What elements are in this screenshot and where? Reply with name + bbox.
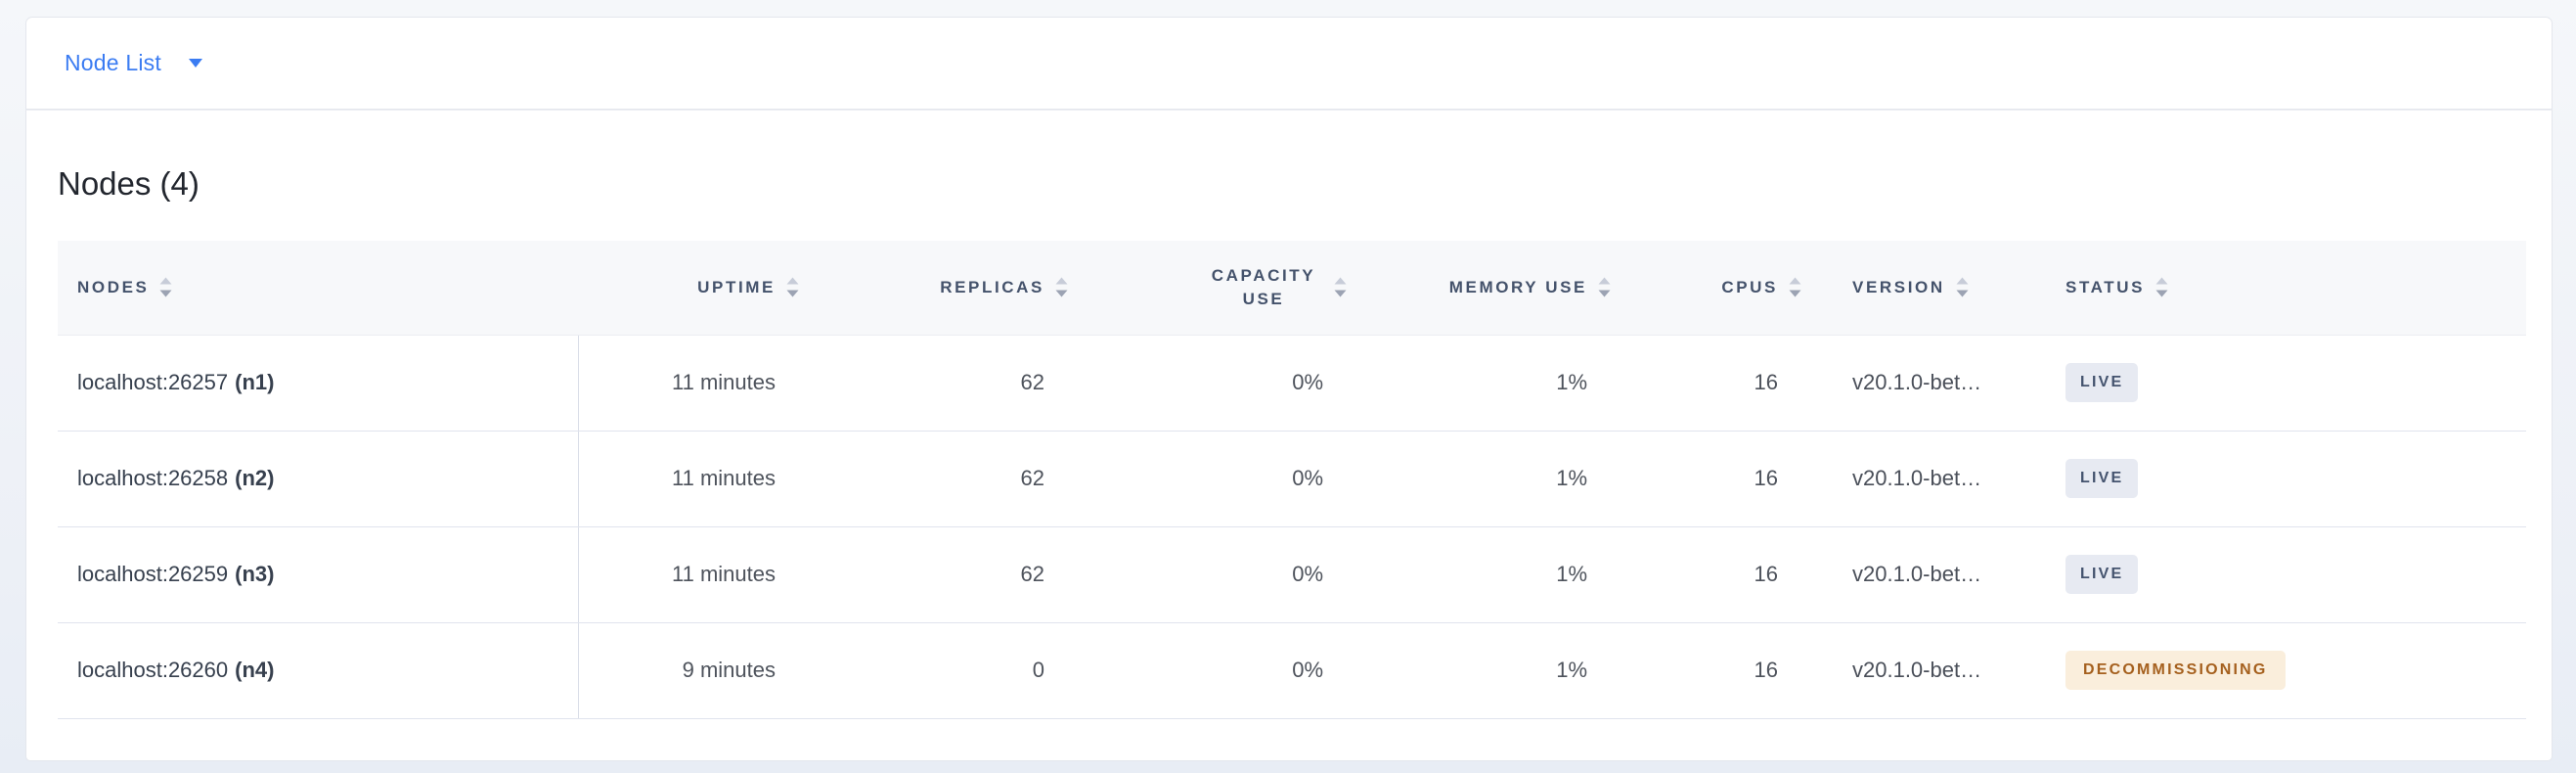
column-label: UPTIME <box>697 277 776 296</box>
uptime-cell: 11 minutes <box>578 431 811 527</box>
sort-icon <box>786 277 799 297</box>
node-id: (n1) <box>235 370 275 394</box>
page-title: Nodes (4) <box>58 165 200 202</box>
status-cell: LIVE <box>2038 526 2526 623</box>
capacity-use-cell: 0% <box>1080 431 1358 527</box>
uptime-cell: 9 minutes <box>578 622 811 719</box>
node-address: localhost:26259 <box>77 562 229 586</box>
capacity-use-cell: 0% <box>1080 622 1358 719</box>
table-row: localhost:26260 (n4) 9 minutes 0 0% 1% 16 v20.1… <box>58 622 2526 719</box>
replicas-cell: 62 <box>811 431 1080 527</box>
sort-icon <box>1598 277 1611 297</box>
memory-use-cell: 1% <box>1358 431 1622 527</box>
nodes-card: Nodes (4) NODES UPTIME REPLICAS CAPACITY US… <box>25 110 2553 761</box>
node-list-dropdown-label: Node List <box>65 50 161 75</box>
column-header-node[interactable]: NODES <box>58 241 578 336</box>
uptime-cell: 11 minutes <box>578 526 811 623</box>
status-cell: LIVE <box>2038 335 2526 432</box>
column-label: VERSION <box>1852 277 1945 296</box>
column-label: CAPACITY USE <box>1211 265 1316 308</box>
node-id: (n4) <box>235 658 275 682</box>
status-badge: LIVE <box>2065 363 2139 402</box>
version-cell: v20.1.0-bet… <box>1813 622 2038 719</box>
sort-icon <box>1334 277 1347 297</box>
node-link[interactable]: localhost:26258 (n2) <box>77 466 274 490</box>
status-cell: LIVE <box>2038 431 2526 527</box>
table-row: localhost:26259 (n3) 11 minutes 62 0% 1% 16 v20… <box>58 526 2526 623</box>
node-list-dropdown[interactable]: Node List <box>65 50 203 76</box>
nodes-table: NODES UPTIME REPLICAS CAPACITY USE MEMORY US… <box>58 241 2526 719</box>
replicas-cell: 0 <box>811 622 1080 719</box>
memory-use-cell: 1% <box>1358 622 1622 719</box>
column-header-capacity_use[interactable]: CAPACITY USE <box>1080 241 1358 336</box>
capacity-use-cell: 0% <box>1080 335 1358 432</box>
status-cell: DECOMMISSIONING <box>2038 622 2526 719</box>
column-header-status[interactable]: STATUS <box>2038 241 2526 336</box>
sort-icon <box>159 277 172 297</box>
chevron-down-icon <box>188 59 202 68</box>
node-id: (n3) <box>235 562 275 586</box>
status-badge: DECOMMISSIONING <box>2065 651 2286 690</box>
sort-icon <box>1055 277 1068 297</box>
column-header-version[interactable]: VERSION <box>1813 241 2038 336</box>
column-label: MEMORY USE <box>1448 277 1587 296</box>
status-badge: LIVE <box>2065 555 2139 594</box>
status-badge: LIVE <box>2065 459 2139 498</box>
version-cell: v20.1.0-bet… <box>1813 526 2038 623</box>
node-cell: localhost:26260 (n4) <box>58 622 579 719</box>
cpus-cell: 16 <box>1622 335 1813 432</box>
version-cell: v20.1.0-bet… <box>1813 431 2038 527</box>
node-id: (n2) <box>235 466 275 490</box>
node-link[interactable]: localhost:26259 (n3) <box>77 562 274 586</box>
column-label: STATUS <box>2065 277 2146 296</box>
column-header-cpus[interactable]: CPUS <box>1622 241 1813 336</box>
column-label: CPUS <box>1721 277 1778 296</box>
cpus-cell: 16 <box>1622 622 1813 719</box>
node-link[interactable]: localhost:26260 (n4) <box>77 658 274 682</box>
sort-icon <box>1789 277 1801 297</box>
memory-use-cell: 1% <box>1358 335 1622 432</box>
table-header-row: NODES UPTIME REPLICAS CAPACITY USE MEMORY US… <box>58 241 2526 336</box>
node-address: localhost:26260 <box>77 658 229 682</box>
node-address: localhost:26258 <box>77 466 229 490</box>
node-cell: localhost:26257 (n1) <box>58 335 579 432</box>
column-header-memory_use[interactable]: MEMORY USE <box>1358 241 1622 336</box>
uptime-cell: 11 minutes <box>578 335 811 432</box>
cpus-cell: 16 <box>1622 431 1813 527</box>
column-label: REPLICAS <box>940 277 1044 296</box>
replicas-cell: 62 <box>811 335 1080 432</box>
column-header-uptime[interactable]: UPTIME <box>578 241 811 336</box>
view-selector-bar: Node List <box>25 17 2553 110</box>
sort-icon <box>2155 277 2168 297</box>
replicas-cell: 62 <box>811 526 1080 623</box>
node-cell: localhost:26258 (n2) <box>58 431 579 527</box>
node-address: localhost:26257 <box>77 370 229 394</box>
cpus-cell: 16 <box>1622 526 1813 623</box>
node-link[interactable]: localhost:26257 (n1) <box>77 370 274 394</box>
memory-use-cell: 1% <box>1358 526 1622 623</box>
table-row: localhost:26257 (n1) 11 minutes 62 0% 1% 16 v20… <box>58 335 2526 432</box>
sort-icon <box>1956 277 1969 297</box>
column-header-replicas[interactable]: REPLICAS <box>811 241 1080 336</box>
column-label: NODES <box>77 277 150 296</box>
version-cell: v20.1.0-bet… <box>1813 335 2038 432</box>
node-cell: localhost:26259 (n3) <box>58 526 579 623</box>
capacity-use-cell: 0% <box>1080 526 1358 623</box>
table-row: localhost:26258 (n2) 11 minutes 62 0% 1% 16 v20… <box>58 431 2526 527</box>
